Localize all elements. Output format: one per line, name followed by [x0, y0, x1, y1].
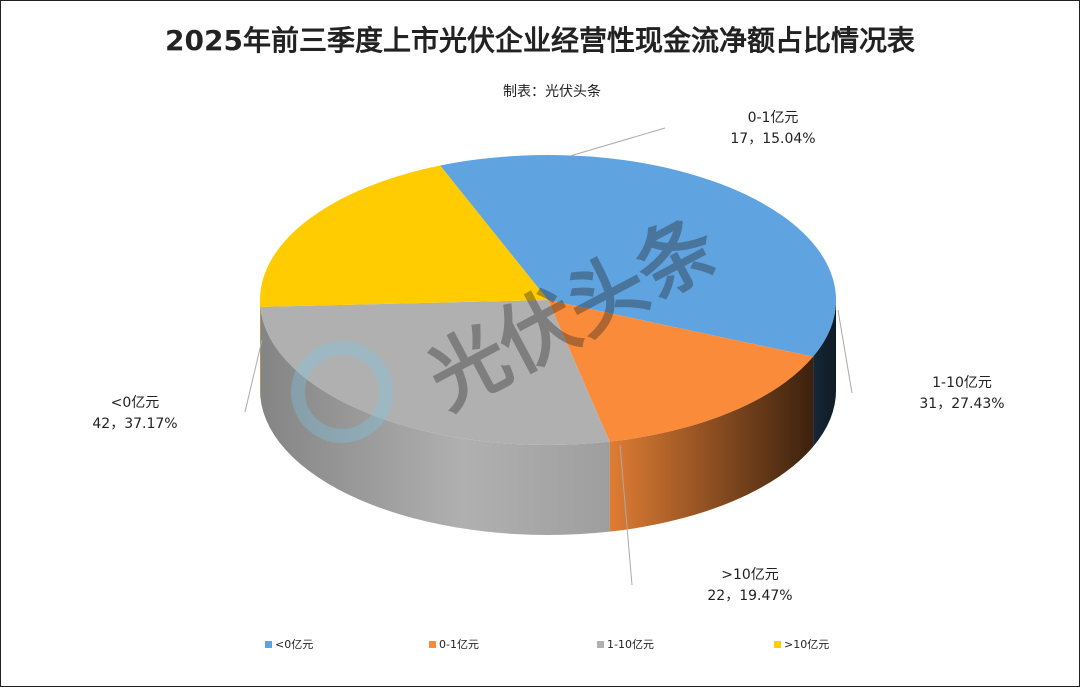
- side-shade: [260, 306, 610, 536]
- data-label: 17，15.04%: [730, 131, 815, 147]
- legend-swatch: [265, 641, 272, 648]
- leader-line: [244, 339, 263, 413]
- slice: [548, 300, 814, 442]
- data-label: 31，27.43%: [919, 396, 1004, 412]
- legend-label: <0亿元: [275, 638, 313, 651]
- pie: [260, 155, 837, 536]
- data-label: 22，19.47%: [707, 588, 792, 604]
- legend-swatch: [774, 641, 781, 648]
- chart-title: 2025年前三季度上市光伏企业经营性现金流净额占比情况表: [165, 24, 915, 57]
- legend-label: >10亿元: [784, 638, 829, 651]
- legend-swatch: [429, 641, 436, 648]
- data-label: 42，37.17%: [92, 416, 177, 432]
- leader-line: [837, 309, 853, 394]
- slice: [260, 165, 548, 307]
- side-shade: [813, 300, 837, 447]
- side-shade: [609, 356, 814, 532]
- leader-line: [619, 444, 633, 586]
- slice: [440, 155, 836, 357]
- legend-label: 0-1亿元: [439, 638, 479, 651]
- chart-subtitle: 制表：光伏头条: [503, 83, 601, 100]
- data-label-name: <0亿元: [111, 395, 160, 411]
- legend-swatch: [597, 641, 604, 648]
- data-label-name: >10亿元: [721, 567, 779, 583]
- leader-line: [569, 127, 666, 157]
- slice: [260, 300, 610, 445]
- legend-label: 1-10亿元: [607, 638, 654, 651]
- watermark-logo: [291, 341, 393, 443]
- data-label-name: 1-10亿元: [932, 375, 992, 391]
- data-label-name: 0-1亿元: [748, 110, 799, 126]
